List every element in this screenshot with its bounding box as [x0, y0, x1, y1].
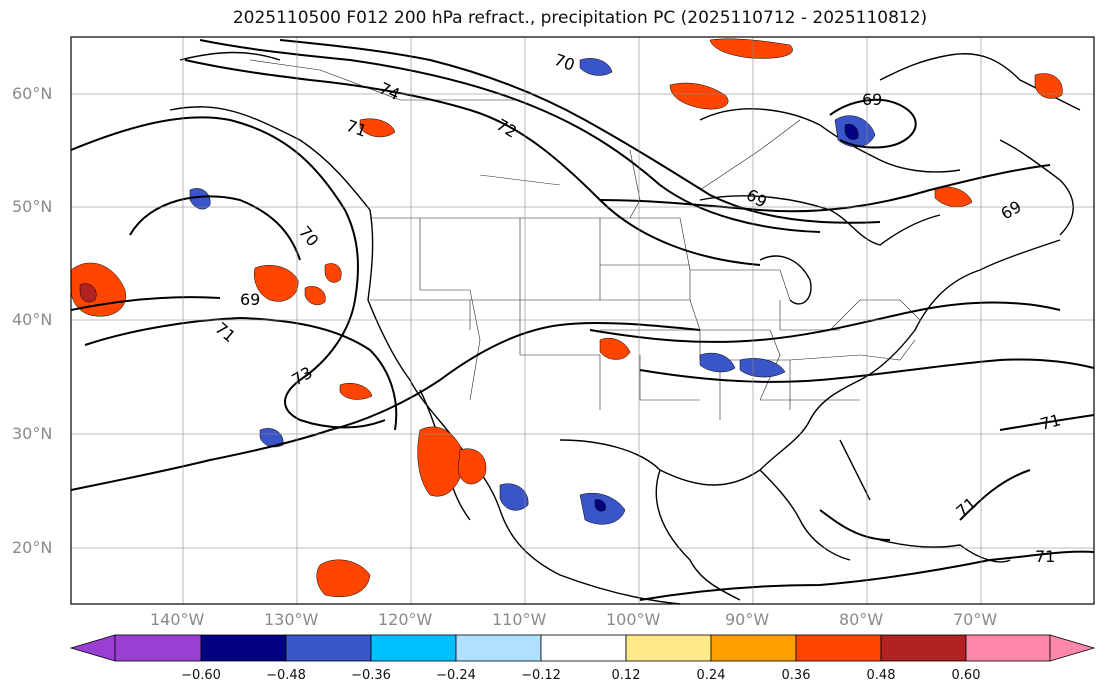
colorbar — [69, 634, 1096, 662]
colorbar-tick-label: 0.48 — [866, 668, 896, 683]
lon-label-130w: 130°W — [264, 610, 319, 629]
contour-label: 71 — [1035, 547, 1055, 566]
lat-label-50n: 50°N — [12, 197, 53, 216]
contour-label: 69 — [240, 290, 260, 309]
map-frame — [70, 36, 1095, 605]
contour-label: 69 — [862, 90, 882, 109]
colorbar-bin — [710, 634, 797, 662]
map-panel — [71, 37, 1094, 604]
refractivity-contours — [70, 39, 1095, 601]
colorbar-tick-label: 0.36 — [781, 668, 811, 683]
lat-label-40n: 40°N — [12, 310, 53, 329]
colorbar-tick-label: −0.48 — [266, 668, 306, 683]
coastlines — [169, 51, 1081, 605]
colorbar-bin — [370, 634, 457, 662]
colorbar-bin — [965, 634, 1051, 662]
graticule — [71, 37, 1094, 604]
contour-label: 71 — [1038, 410, 1063, 434]
colorbar-tick-label: 0.12 — [611, 668, 641, 683]
colorbar-tick-label: −0.12 — [521, 668, 561, 683]
lon-label-100w: 100°W — [606, 610, 661, 629]
colorbar-bin — [114, 634, 202, 662]
colorbar-tick-label: 0.24 — [696, 668, 726, 683]
lon-label-120w: 120°W — [378, 610, 433, 629]
colorbar-bin — [880, 634, 967, 662]
lat-label-30n: 30°N — [12, 424, 53, 443]
colorbar-bin — [455, 634, 542, 662]
colorbar-bin — [540, 634, 627, 662]
colorbar-tick-label: 0.60 — [951, 668, 981, 683]
lon-label-140w: 140°W — [150, 610, 205, 629]
lon-label-90w: 90°W — [725, 610, 770, 629]
lon-label-110w: 110°W — [492, 610, 547, 629]
colorbar-tick-label: −0.60 — [181, 668, 221, 683]
lon-label-70w: 70°W — [953, 610, 998, 629]
figure-title: 2025110500 F012 200 hPa refract., precip… — [232, 8, 928, 28]
precipitation-shading — [70, 38, 1063, 598]
colorbar-bin — [795, 634, 882, 662]
lat-label-60n: 60°N — [12, 84, 53, 103]
colorbar-extend-high — [1049, 634, 1096, 662]
colorbar-extend-low — [69, 634, 116, 662]
colorbar-bin — [625, 634, 712, 662]
colorbar-tick-label: −0.24 — [436, 668, 476, 683]
colorbar-bin — [200, 634, 287, 662]
lat-label-20n: 20°N — [12, 538, 53, 557]
lon-label-80w: 80°W — [839, 610, 884, 629]
colorbar-bin — [285, 634, 372, 662]
colorbar-tick-label: −0.36 — [351, 668, 391, 683]
